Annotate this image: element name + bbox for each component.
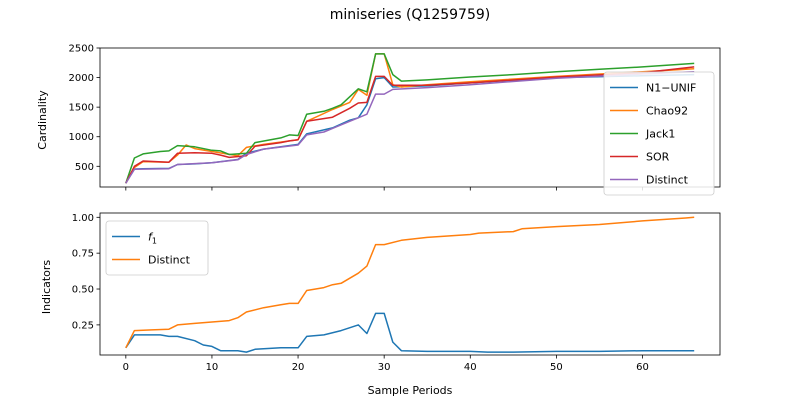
series-line-4 xyxy=(125,70,695,184)
y-tick-label: 500 xyxy=(75,162,94,173)
legend: N1−UNIF Chao92 Jack1 SOR Distinct xyxy=(603,71,715,196)
legend-label-3: SOR xyxy=(646,151,670,164)
legend-label-2: Jack1 xyxy=(645,128,675,141)
x-tick-label: 20 xyxy=(292,362,305,373)
legend-label-1: Chao92 xyxy=(646,105,688,118)
x-tick-label: 30 xyxy=(378,362,391,373)
legend-box xyxy=(105,220,209,276)
y-tick-label: 2000 xyxy=(69,73,94,84)
legend: f1 Distinct xyxy=(105,220,209,276)
legend-label-0: N1−UNIF xyxy=(646,82,696,95)
series-line-3 xyxy=(125,66,695,184)
legend-label-1: Distinct xyxy=(148,254,191,267)
top-y-axis-label: Cardinality xyxy=(36,90,49,150)
y-tick-label: 0.50 xyxy=(72,285,94,296)
series-line-1 xyxy=(125,216,695,349)
plot-frame xyxy=(99,212,721,356)
x-tick-label: 40 xyxy=(464,362,477,373)
cardinality-panel: 500 1000 1500 2000 2500 N1−UNIF Chao92 Jack1 SOR… xyxy=(69,44,721,196)
y-tick-label: 2500 xyxy=(69,44,94,55)
x-tick-label: 60 xyxy=(636,362,649,373)
legend-box xyxy=(603,71,715,196)
y-tick-label: 1500 xyxy=(69,103,94,114)
x-tick-label: 0 xyxy=(123,362,129,373)
y-tick-label: 1.00 xyxy=(72,213,94,224)
legend-label-0: f1 xyxy=(148,231,157,246)
figure-title: miniseries (Q1259759) xyxy=(330,7,491,23)
indicators-panel: 0 10 20 30 40 50 60 0.25 0.50 0.75 1.00 f1 Distinct xyxy=(72,212,721,373)
x-tick-label: 50 xyxy=(550,362,563,373)
series-line-0 xyxy=(125,312,695,353)
x-tick-label: 10 xyxy=(206,362,219,373)
y-tick-label: 1000 xyxy=(69,132,94,143)
y-tick-label: 0.75 xyxy=(72,249,94,260)
legend-label-4: Distinct xyxy=(646,174,689,187)
series-line-2 xyxy=(125,53,695,184)
bottom-y-axis-label: Indicators xyxy=(40,260,53,315)
plot-frame xyxy=(99,47,721,188)
y-tick-label: 0.25 xyxy=(72,320,94,331)
x-axis-label: Sample Periods xyxy=(368,384,453,397)
